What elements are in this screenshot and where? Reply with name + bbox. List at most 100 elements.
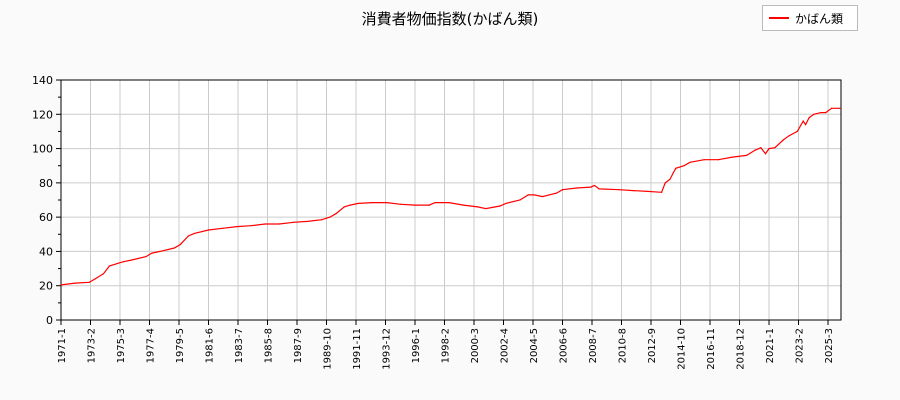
data-point [717, 159, 719, 161]
data-point [222, 227, 224, 229]
x-tick-label: 2012-9 [647, 328, 658, 363]
chart-title: 消費者物価指数(かばん類) [361, 10, 539, 28]
x-tick-label: 1973-2 [87, 328, 98, 363]
x-tick-label: 1977-4 [146, 328, 157, 363]
data-point [173, 247, 175, 249]
x-tick-label: 1983-7 [234, 328, 245, 363]
data-point [264, 223, 266, 225]
data-point [760, 147, 762, 149]
data-point [646, 190, 649, 193]
data-point [131, 259, 133, 261]
data-point [250, 225, 252, 227]
data-point [88, 281, 90, 283]
plot-background [61, 80, 841, 320]
data-point [499, 205, 501, 207]
data-point [618, 189, 620, 191]
data-point [796, 130, 798, 133]
x-tick-label: 1971-1 [57, 328, 68, 363]
data-point [519, 199, 521, 201]
x-tick-label: 1998-2 [441, 328, 452, 363]
data-point [576, 187, 578, 189]
data-point [788, 135, 790, 137]
y-tick-label: 120 [32, 108, 53, 121]
x-tick-label: 2010-8 [618, 328, 629, 363]
x-tick-label: 2018-12 [736, 328, 747, 370]
data-point [476, 206, 479, 208]
data-point [462, 204, 464, 206]
data-point [661, 191, 663, 193]
data-point [768, 147, 770, 150]
x-tick-label: 1975-3 [116, 328, 127, 363]
data-point [830, 107, 833, 109]
x-tick-label: 2016-11 [706, 328, 717, 370]
data-point [745, 154, 748, 157]
data-point [808, 117, 810, 119]
data-point [428, 204, 430, 206]
y-tick-label: 20 [39, 280, 53, 293]
y-tick-label: 60 [39, 211, 53, 224]
data-point [329, 216, 331, 218]
data-point [400, 203, 402, 205]
data-point [94, 278, 96, 280]
data-point [664, 182, 666, 184]
data-point [349, 204, 351, 206]
y-tick-label: 0 [46, 314, 53, 327]
data-point [533, 194, 535, 196]
data-point [159, 250, 161, 253]
data-point [117, 262, 119, 265]
x-tick-label: 2002-4 [500, 328, 511, 363]
data-point [820, 111, 822, 114]
x-tick-label: 2008-7 [588, 328, 599, 363]
data-point [541, 195, 544, 198]
data-point [307, 220, 309, 223]
data-point [561, 189, 564, 191]
y-tick-label: 100 [32, 143, 53, 156]
data-point [774, 147, 776, 149]
x-tick-label: 2025-3 [824, 328, 835, 363]
data-point [74, 282, 76, 284]
x-tick-label: 2023-2 [795, 328, 806, 363]
x-tick-label: 1987-9 [293, 328, 304, 363]
data-point [683, 165, 685, 167]
y-tick-label: 40 [39, 245, 53, 258]
data-point [675, 167, 677, 169]
data-point [703, 159, 705, 161]
data-point [122, 261, 125, 263]
data-point [108, 265, 110, 267]
data-point [236, 225, 238, 228]
data-point [593, 184, 595, 187]
x-tick-label: 2000-3 [470, 328, 481, 363]
data-point [145, 255, 147, 258]
data-point [689, 161, 691, 163]
data-point [434, 201, 436, 204]
y-tick-label: 80 [39, 177, 53, 190]
x-tick-label: 1985-8 [264, 328, 275, 363]
data-point [371, 201, 374, 204]
data-point [292, 221, 295, 223]
data-point [598, 188, 600, 190]
data-point [386, 201, 388, 204]
x-tick-label: 1979-5 [175, 328, 186, 363]
data-point [556, 192, 558, 194]
data-point [414, 204, 416, 206]
series-line-kaban [60, 107, 840, 286]
x-tick-label: 1996-1 [411, 328, 422, 363]
data-point [335, 213, 337, 215]
plot-frame [60, 79, 842, 321]
legend-label: かばん類 [795, 11, 844, 26]
x-tick-label: 2014-10 [677, 328, 688, 370]
data-point [782, 139, 784, 141]
data-point [672, 171, 675, 174]
data-point [731, 156, 734, 158]
data-point [505, 202, 507, 205]
data-point [321, 219, 323, 221]
data-point [102, 273, 105, 275]
data-point [343, 206, 345, 208]
data-point [527, 194, 529, 196]
data-point [813, 113, 815, 115]
x-tick-label: 1991-11 [352, 328, 363, 370]
legend: かばん類 [762, 5, 858, 31]
data-point [590, 186, 592, 188]
